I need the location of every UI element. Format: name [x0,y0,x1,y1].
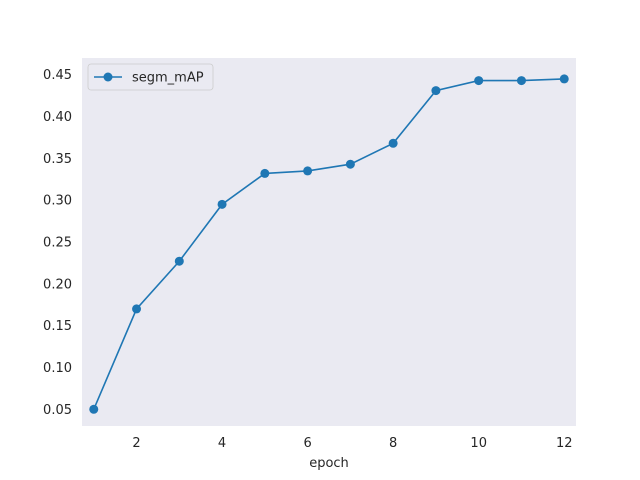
y-tick-label: 0.05 [43,403,72,418]
x-tick-label: 8 [389,436,397,451]
y-tick-label: 0.20 [43,277,72,292]
y-tick-label: 0.15 [43,319,72,334]
data-point [174,256,184,266]
series-layer [89,74,569,414]
data-point [217,199,227,209]
legend-label: segm_mAP [132,71,204,86]
y-tick-label: 0.40 [43,110,72,125]
data-point [559,74,569,84]
legend: segm_mAP [87,63,214,91]
y-tick-label: 0.45 [43,68,72,83]
x-axis: 2 4 6 8 10 12 [132,436,572,451]
x-tick-label: 12 [556,436,573,451]
data-point [388,138,398,148]
y-axis: 0.05 0.10 0.15 0.20 0.25 0.30 0.35 0.40 0.45 [43,68,72,418]
y-tick-label: 0.10 [43,361,72,376]
x-tick-label: 10 [470,436,487,451]
x-tick-label: 6 [303,436,311,451]
data-point [132,304,142,314]
series-line [93,78,565,410]
y-tick-label: 0.35 [43,152,72,167]
plot-area [82,58,576,426]
x-tick-label: 4 [218,436,226,451]
x-tick-label: 2 [132,436,140,451]
data-point [260,168,270,178]
legend-box [87,63,214,91]
y-tick-label: 0.30 [43,194,72,209]
data-point [89,404,99,414]
x-axis-label: epoch [309,456,349,471]
data-point [474,76,484,86]
data-point [303,166,313,176]
data-point [516,76,526,86]
y-tick-label: 0.25 [43,236,72,251]
data-point [345,159,355,169]
data-point [431,86,441,96]
legend-marker [103,72,113,82]
